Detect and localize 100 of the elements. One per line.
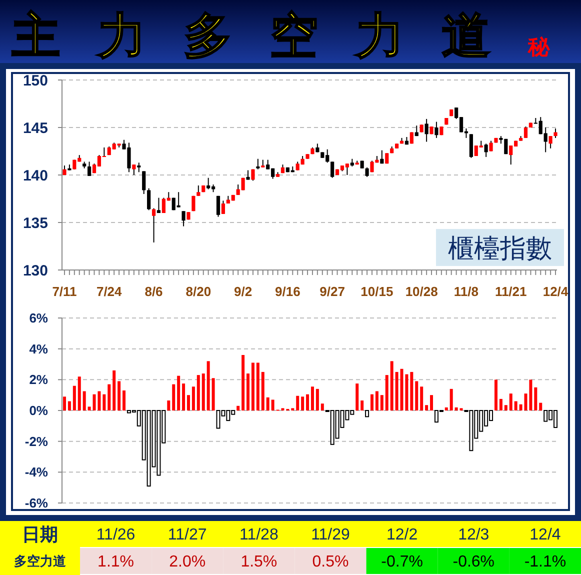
bar (316, 388, 319, 410)
y-tick-label: 6% (29, 310, 48, 326)
candlestick (137, 162, 141, 173)
bar (390, 361, 394, 410)
candlestick (365, 166, 369, 178)
bar (266, 397, 270, 410)
candlestick (196, 184, 200, 196)
bar (410, 372, 414, 410)
bar (182, 384, 186, 410)
bar (122, 390, 126, 410)
x-tick-label: 11/27 (168, 526, 207, 544)
bar (310, 386, 314, 410)
bar (271, 400, 274, 410)
bar (534, 387, 538, 410)
x-tick-label: 7/24 (96, 284, 123, 299)
bar (246, 374, 250, 410)
bar (206, 361, 210, 410)
y-tick-label: 2% (29, 372, 48, 388)
bar (177, 376, 180, 410)
bar (112, 370, 116, 410)
candlestick (434, 121, 438, 138)
bar (365, 410, 370, 418)
annotation: 櫃檯指數 (448, 233, 552, 264)
candlestick (156, 197, 161, 214)
bar (360, 400, 364, 410)
y-tick-label: -6% (24, 496, 48, 511)
y-tick-label: 145 (22, 120, 48, 137)
bar (88, 406, 91, 410)
x-tick-label: 12/3 (458, 526, 490, 544)
bar (306, 394, 310, 410)
bar (425, 405, 428, 410)
y-tick-label: 140 (22, 167, 48, 184)
y-tick-label: 150 (22, 72, 48, 90)
bar (167, 400, 170, 410)
data-label: 1.1% (98, 554, 134, 571)
x-tick-label: 11/8 (454, 284, 479, 299)
y-tick-label: -2% (24, 434, 48, 449)
bar (320, 404, 324, 410)
x-tick-label: 11/21 (494, 284, 527, 299)
candlestick (424, 118, 428, 142)
x-tick-label: 11/26 (96, 526, 136, 544)
x-tick-label: 10/28 (405, 284, 438, 299)
bar (385, 375, 388, 410)
x-tick-label: 11/29 (311, 526, 350, 544)
y-tick-label: 130 (22, 262, 48, 280)
bar (82, 391, 86, 410)
data-label: 0.5% (312, 554, 349, 571)
bar (242, 355, 245, 410)
candlestick (182, 210, 186, 227)
x-tick-label: 9/2 (234, 284, 252, 299)
bar (186, 395, 190, 410)
candlestick (88, 161, 92, 176)
bar (420, 386, 424, 410)
bar (301, 396, 304, 410)
bar (68, 401, 71, 410)
bar (539, 402, 542, 410)
y-tick-label: -4% (24, 464, 48, 480)
bar (430, 395, 434, 410)
x-tick-label: 9/27 (320, 284, 345, 299)
bar (444, 407, 448, 410)
x-tick-label: 9/16 (275, 284, 300, 299)
bar (370, 394, 374, 410)
x-tick-label: 10/15 (360, 284, 394, 299)
y-tick-label: 多空力道 (14, 554, 67, 569)
bar (296, 396, 300, 410)
candlestick (469, 134, 473, 158)
bar (196, 375, 200, 410)
candlestick (256, 158, 260, 170)
bar (380, 395, 384, 410)
x-tick-label: 12/4 (530, 526, 561, 544)
bar (251, 362, 254, 410)
x-tick-label: 11/28 (240, 526, 278, 544)
candlestick (484, 143, 488, 158)
data-label: 1.5% (240, 554, 278, 571)
data-label: -0.7% (381, 554, 423, 571)
bar (118, 381, 121, 410)
bar (78, 376, 81, 410)
bar (375, 391, 378, 410)
bar (514, 401, 518, 410)
candlestick (554, 128, 558, 138)
bar (509, 394, 512, 410)
bar (454, 407, 458, 410)
candlestick (330, 161, 334, 178)
x-tick-label: 12/4 (542, 284, 569, 299)
bar (212, 378, 215, 410)
x-axis-title: 日期 (22, 524, 58, 544)
x-tick-label: 7/11 (52, 284, 77, 299)
bar (202, 374, 205, 410)
bar (72, 386, 76, 410)
data-label: -1.1% (524, 554, 566, 571)
bar (172, 384, 176, 410)
bar (102, 394, 106, 410)
bar (108, 384, 111, 410)
candlestick (216, 195, 220, 218)
bar (261, 372, 264, 410)
x-tick-label: 8/6 (144, 284, 163, 299)
y-tick-label: 0% (29, 403, 48, 418)
bar (256, 362, 260, 410)
bar (450, 388, 453, 410)
candlestick (246, 170, 250, 180)
